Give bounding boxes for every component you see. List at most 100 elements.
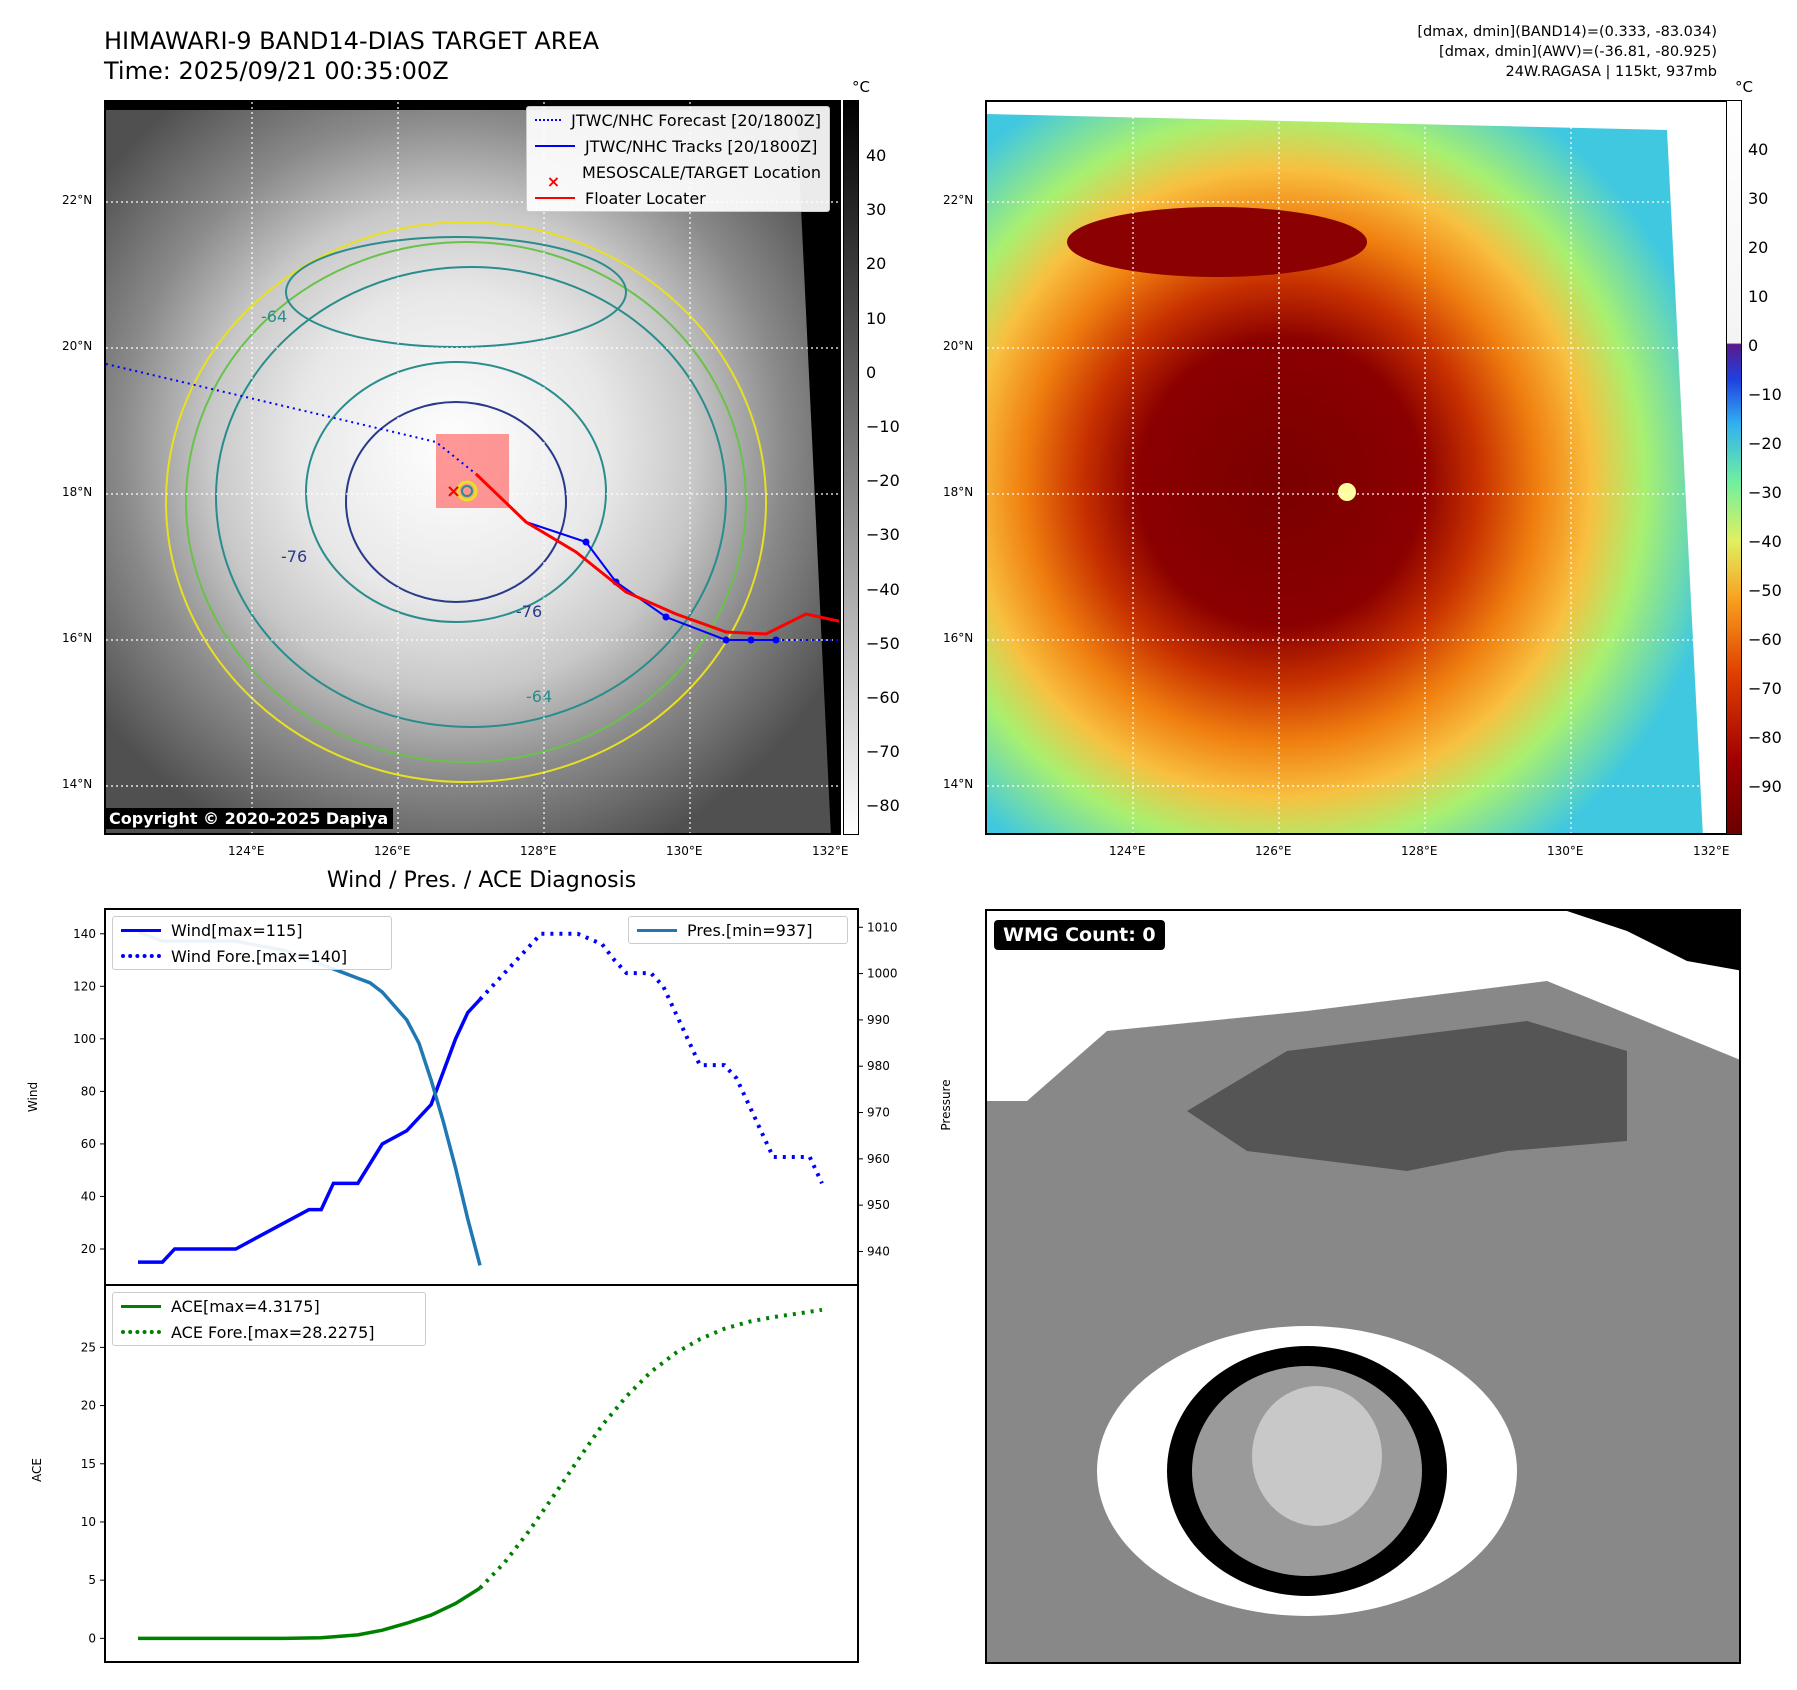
lat-label-ir: 18°N	[62, 485, 93, 499]
wind-legend: Wind[max=115] Wind Fore.[max=140]	[112, 916, 392, 970]
lat-label-ir: 16°N	[62, 631, 93, 645]
ir-colorbar-tick: −20	[866, 471, 900, 491]
contour-label-2: -64	[261, 307, 287, 326]
ir-colorbar-tick: −70	[866, 742, 900, 762]
lon-label-awv: 128°E	[1401, 844, 1438, 858]
series-line-1	[478, 931, 824, 1185]
ir-map-panel: -76 -64 -76 -64 ×	[104, 100, 841, 835]
ytick-label: 60	[81, 1137, 96, 1151]
lon-label-ir: 126°E	[374, 844, 411, 858]
ir-colorbar-tick: −40	[866, 579, 900, 599]
awv-colorbar-tick: −70	[1748, 679, 1782, 698]
floater-locater-line	[474, 472, 839, 636]
awv-eye	[1338, 483, 1356, 501]
page-title: HIMAWARI-9 BAND14-DIAS TARGET AREA	[104, 27, 600, 55]
awv-colorbar-tick: 40	[1748, 140, 1769, 159]
awv-map-image	[987, 102, 1739, 833]
legend-wind: Wind[max=115]	[113, 917, 391, 943]
lon-label-ir: 130°E	[666, 844, 703, 858]
y2tick-label: 950	[867, 1198, 890, 1212]
y2tick-label: 1000	[867, 967, 898, 981]
wmg-image	[987, 911, 1739, 1616]
ytick-label: 20	[81, 1399, 96, 1413]
ir-colorbar-tick: −80	[866, 796, 900, 816]
legend-ace: ACE[max=4.3175]	[113, 1293, 425, 1319]
series-line-0	[138, 998, 482, 1264]
series-line-0	[138, 1586, 481, 1641]
ytick-label: 25	[81, 1340, 96, 1354]
contour-yellow	[165, 221, 767, 783]
contour-label-4: -64	[526, 687, 552, 706]
ytick-label: 120	[73, 979, 96, 993]
awv-colorbar-tick: −20	[1748, 434, 1782, 453]
y2tick-label: 1010	[867, 920, 898, 934]
legend-ace-forecast: ACE Fore.[max=28.2275]	[113, 1319, 425, 1345]
ir-colorbar-tick: 0	[866, 362, 877, 382]
info-awv: [dmax, dmin](AWV)=(-36.81, -80.925)	[1439, 44, 1717, 60]
awv-colorbar-unit: °C	[1735, 78, 1753, 96]
contour-label-1: -76	[281, 547, 307, 566]
lon-label-ir: 128°E	[520, 844, 557, 858]
contour-teal	[215, 266, 727, 728]
lon-label-awv: 124°E	[1109, 844, 1146, 858]
awv-colorbar-tick: −80	[1748, 728, 1782, 747]
ir-colorbar-tick: −30	[866, 525, 900, 545]
lat-label-awv: 18°N	[943, 485, 974, 499]
contour-inner-teal	[305, 361, 607, 623]
awv-colorbar-tick: −10	[1748, 385, 1782, 404]
page-time: Time: 2025/09/21 00:35:00Z	[104, 57, 449, 85]
awv-colorbar-tick: −60	[1748, 630, 1782, 649]
y2tick-label: 940	[867, 1244, 890, 1258]
lon-label-ir: 124°E	[228, 844, 265, 858]
ir-colorbar-tick: −50	[866, 633, 900, 653]
awv-colorbar-tick: −50	[1748, 581, 1782, 600]
wmg-panel	[985, 909, 1741, 1664]
ytick-label: 5	[88, 1573, 96, 1587]
ytick-label: 40	[81, 1189, 96, 1203]
ytick-label: 15	[81, 1457, 96, 1471]
series-line-2	[137, 930, 482, 1266]
y2tick-label: 980	[867, 1059, 890, 1073]
ir-colorbar-tick: −10	[866, 417, 900, 436]
legend-pressure: Pres.[min=937]	[629, 917, 847, 943]
awv-colorbar-tick: 30	[1748, 189, 1769, 208]
awv-colorbar-tick: 10	[1748, 287, 1769, 306]
lat-label-awv: 14°N	[943, 777, 974, 791]
target-marker: ×	[446, 481, 461, 502]
legend-floater: Floater Locater	[527, 185, 829, 211]
ace-plot-frame	[104, 1284, 859, 1663]
copyright: Copyright © 2020-2025 Dapiya	[104, 808, 394, 829]
ir-colorbar-unit: °C	[852, 78, 870, 96]
wmg-dark-band	[1187, 1021, 1627, 1171]
lat-label-ir: 20°N	[62, 339, 93, 353]
contour-navy	[345, 401, 567, 603]
lat-label-awv: 20°N	[943, 339, 974, 353]
legend-forecast: JTWC/NHC Forecast [20/1800Z]	[527, 107, 829, 133]
info-band14: [dmax, dmin](BAND14)=(0.333, -83.034)	[1417, 24, 1717, 40]
lat-label-awv: 16°N	[943, 631, 974, 645]
awv-gridlines	[987, 102, 1739, 833]
ir-legend: JTWC/NHC Forecast [20/1800Z] JTWC/NHC Tr…	[526, 106, 830, 212]
lat-label-ir: 14°N	[62, 777, 93, 791]
ir-colorbar-tick: 40	[866, 146, 887, 165]
wmg-count: WMG Count: 0	[994, 920, 1165, 950]
contour-green	[185, 241, 747, 763]
lon-label-ir: 132°E	[812, 844, 849, 858]
ytick-label: 20	[81, 1242, 96, 1256]
awv-map-panel	[985, 100, 1741, 835]
chart-title: Wind / Pres. / ACE Diagnosis	[326, 868, 637, 893]
lon-label-awv: 130°E	[1547, 844, 1584, 858]
awv-colorbar-tick: −40	[1748, 532, 1782, 551]
ir-colorbar-tick: 30	[866, 200, 887, 220]
pressure-legend: Pres.[min=937]	[628, 916, 848, 944]
awv-colorbar	[1726, 100, 1742, 835]
ir-colorbar-tick: 20	[866, 254, 887, 274]
ytick-label: 10	[81, 1515, 96, 1529]
ytick-label: 0	[88, 1631, 96, 1645]
lat-label-awv: 22°N	[943, 193, 974, 207]
awv-colorbar-tick: −90	[1748, 777, 1782, 796]
ytick-label: 140	[73, 927, 96, 941]
legend-wind-forecast: Wind Fore.[max=140]	[113, 943, 391, 969]
y2tick-label: 960	[867, 1152, 890, 1166]
